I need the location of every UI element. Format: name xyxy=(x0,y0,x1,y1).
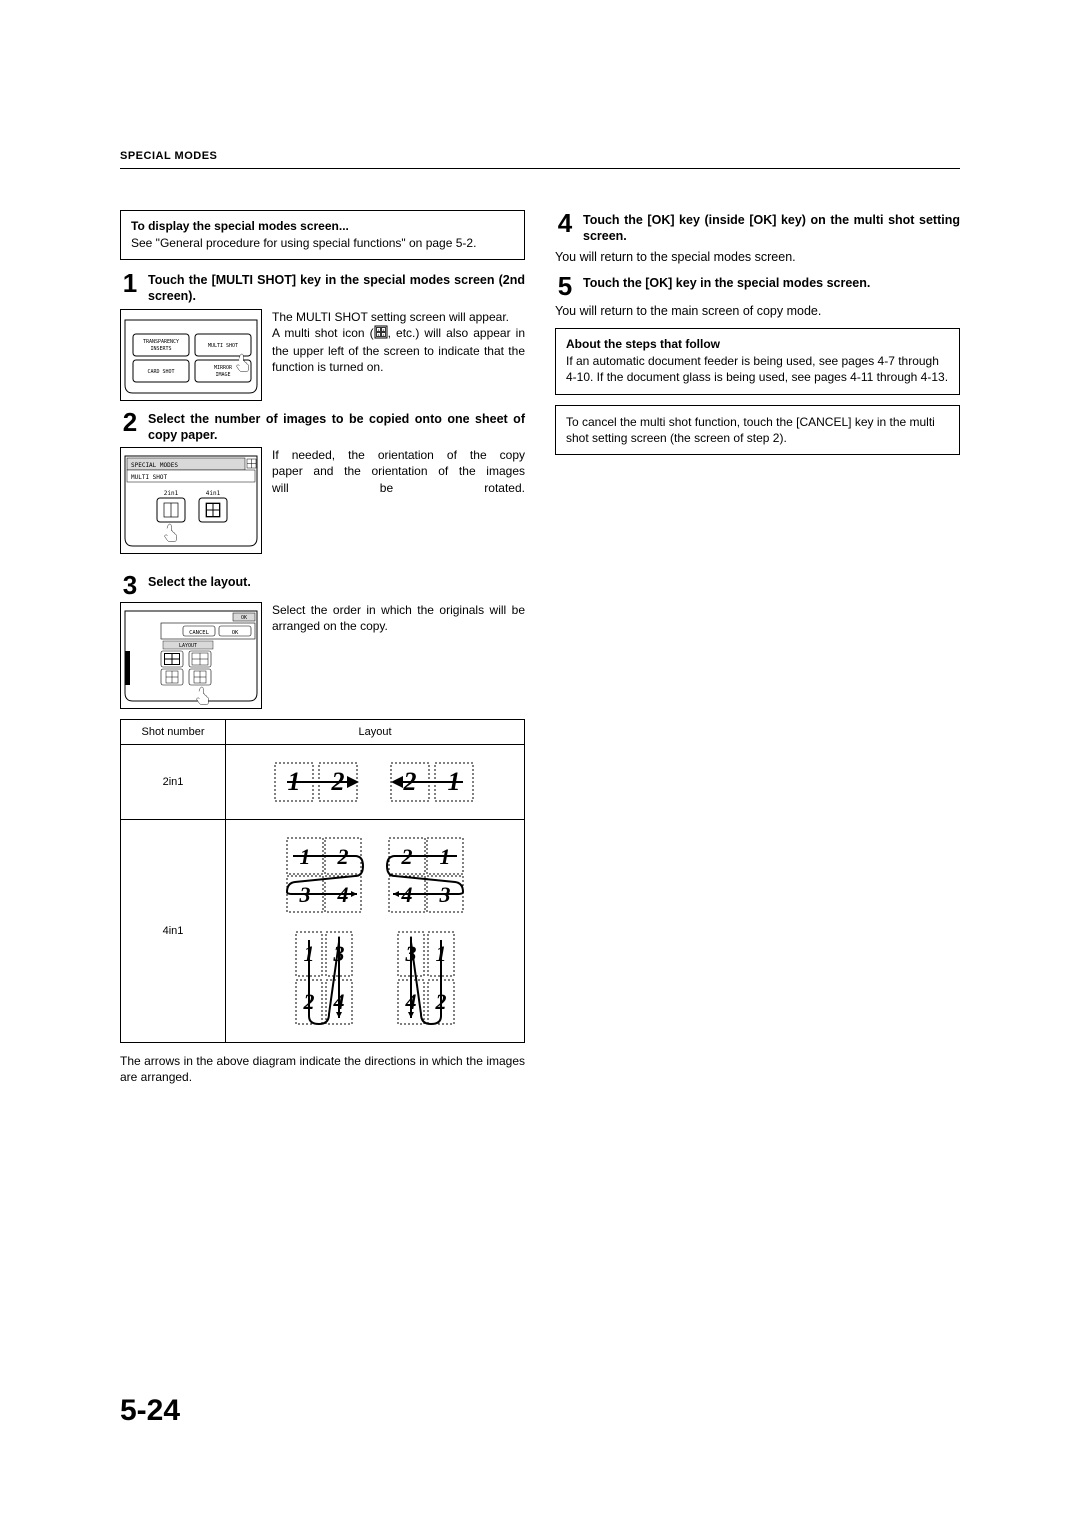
two-column-layout: To display the special modes screen... S… xyxy=(120,210,960,1086)
multishot-setting-panel-illustration: SPECIAL MODES MULTI SHOT 2in1 4in1 xyxy=(120,447,262,554)
step-3-figure-row: OK CANCEL OK LAYOUT xyxy=(120,602,525,709)
cell-2in1-layout: 1 2 2 1 xyxy=(226,745,525,820)
step-1-figure-row: TRANSPARENCY INSERTS MULTI SHOT CARD SHO… xyxy=(120,309,525,401)
step-2: 2 Select the number of images to be copi… xyxy=(120,409,525,444)
layout-table: Shot number Layout 2in1 xyxy=(120,719,525,1043)
header-rule xyxy=(120,168,960,169)
svg-text:INSERTS: INSERTS xyxy=(150,346,171,352)
layout-4in1-revz-icon: 2 1 4 3 xyxy=(385,834,467,916)
multishot-inline-icon: 1234 xyxy=(374,325,388,343)
layout-2in1-b-icon: 2 1 xyxy=(385,759,481,805)
layout-4in1-revn-icon: 3 1 4 2 xyxy=(394,928,458,1028)
section-header: SPECIAL MODES xyxy=(120,150,217,162)
table-row-2in1: 2in1 xyxy=(121,745,525,820)
right-column: 4 Touch the [OK] key (inside [OK] key) o… xyxy=(555,210,960,1086)
cell-4in1-layout: 1 2 3 4 xyxy=(226,820,525,1043)
layout-4in1-n-icon: 1 3 2 4 xyxy=(292,928,356,1028)
step-5-title: Touch the [OK] key in the special modes … xyxy=(583,273,960,299)
display-box-body: See "General procedure for using special… xyxy=(131,235,514,251)
btn-cardshot-label: CARD SHOT xyxy=(147,369,174,375)
step-1-title: Touch the [MULTI SHOT] key in the specia… xyxy=(148,270,525,305)
display-special-modes-box: To display the special modes screen... S… xyxy=(120,210,525,260)
btn-multishot-label: MULTI SHOT xyxy=(208,343,238,349)
cell-2in1-label: 2in1 xyxy=(121,745,226,820)
btn-transparency-label: TRANSPARENCY xyxy=(143,339,179,345)
panel2-subtitle: MULTI SHOT xyxy=(131,474,168,481)
step-4-number: 4 xyxy=(555,210,575,245)
layout-2in1-a-icon: 1 2 xyxy=(269,759,365,805)
step-3-caption: Select the order in which the originals … xyxy=(272,602,525,634)
cancel-label: CANCEL xyxy=(189,630,210,636)
layout-label: LAYOUT xyxy=(179,643,197,649)
layout-4in1-z-icon: 1 2 3 4 xyxy=(283,834,365,916)
display-box-title: To display the special modes screen... xyxy=(131,219,514,233)
step-1-number: 1 xyxy=(120,270,140,305)
svg-text:IMAGE: IMAGE xyxy=(215,372,230,378)
btn-mirror-label: MIRROR xyxy=(214,365,233,371)
step-4-text: You will return to the special modes scr… xyxy=(555,249,960,266)
step-2-caption: If needed, the orientation of the copy p… xyxy=(272,447,525,496)
about-steps-title: About the steps that follow xyxy=(566,337,949,351)
panel2-heading: SPECIAL MODES xyxy=(131,462,178,469)
step-5: 5 Touch the [OK] key in the special mode… xyxy=(555,273,960,299)
special-modes-panel-illustration: TRANSPARENCY INSERTS MULTI SHOT CARD SHO… xyxy=(120,309,262,401)
opt-4in1-label: 4in1 xyxy=(206,490,221,497)
cancel-note-box: To cancel the multi shot function, touch… xyxy=(555,405,960,455)
table-header-row: Shot number Layout xyxy=(121,720,525,745)
left-column: To display the special modes screen... S… xyxy=(120,210,525,1086)
step-3-title: Select the layout. xyxy=(148,572,525,598)
table-row-4in1: 4in1 1 2 xyxy=(121,820,525,1043)
step-4: 4 Touch the [OK] key (inside [OK] key) o… xyxy=(555,210,960,245)
about-steps-body: If an automatic document feeder is being… xyxy=(566,353,949,385)
step-4-title: Touch the [OK] key (inside [OK] key) on … xyxy=(583,210,960,245)
about-steps-box: About the steps that follow If an automa… xyxy=(555,328,960,394)
step-2-figure-row: SPECIAL MODES MULTI SHOT 2in1 4in1 xyxy=(120,447,525,554)
step-3: 3 Select the layout. xyxy=(120,572,525,598)
step-5-number: 5 xyxy=(555,273,575,299)
step-1-caption: The MULTI SHOT setting screen will appea… xyxy=(272,309,525,376)
cell-4in1-label: 4in1 xyxy=(121,820,226,1043)
step-1: 1 Touch the [MULTI SHOT] key in the spec… xyxy=(120,270,525,305)
opt-2in1-label: 2in1 xyxy=(164,490,179,497)
step-2-number: 2 xyxy=(120,409,140,444)
layout-select-panel-illustration: OK CANCEL OK LAYOUT xyxy=(120,602,262,709)
th-layout: Layout xyxy=(226,720,525,745)
step-5-text: You will return to the main screen of co… xyxy=(555,303,960,320)
th-shot-number: Shot number xyxy=(121,720,226,745)
step-2-title: Select the number of images to be copied… xyxy=(148,409,525,444)
step-3-number: 3 xyxy=(120,572,140,598)
page-number: 5-24 xyxy=(120,1394,180,1428)
ok-label: OK xyxy=(232,630,239,636)
cancel-note-body: To cancel the multi shot function, touch… xyxy=(566,414,949,446)
page: SPECIAL MODES To display the special mod… xyxy=(0,0,1080,1528)
layout-footnote: The arrows in the above diagram indicate… xyxy=(120,1053,525,1085)
svg-text:OK: OK xyxy=(241,615,247,621)
